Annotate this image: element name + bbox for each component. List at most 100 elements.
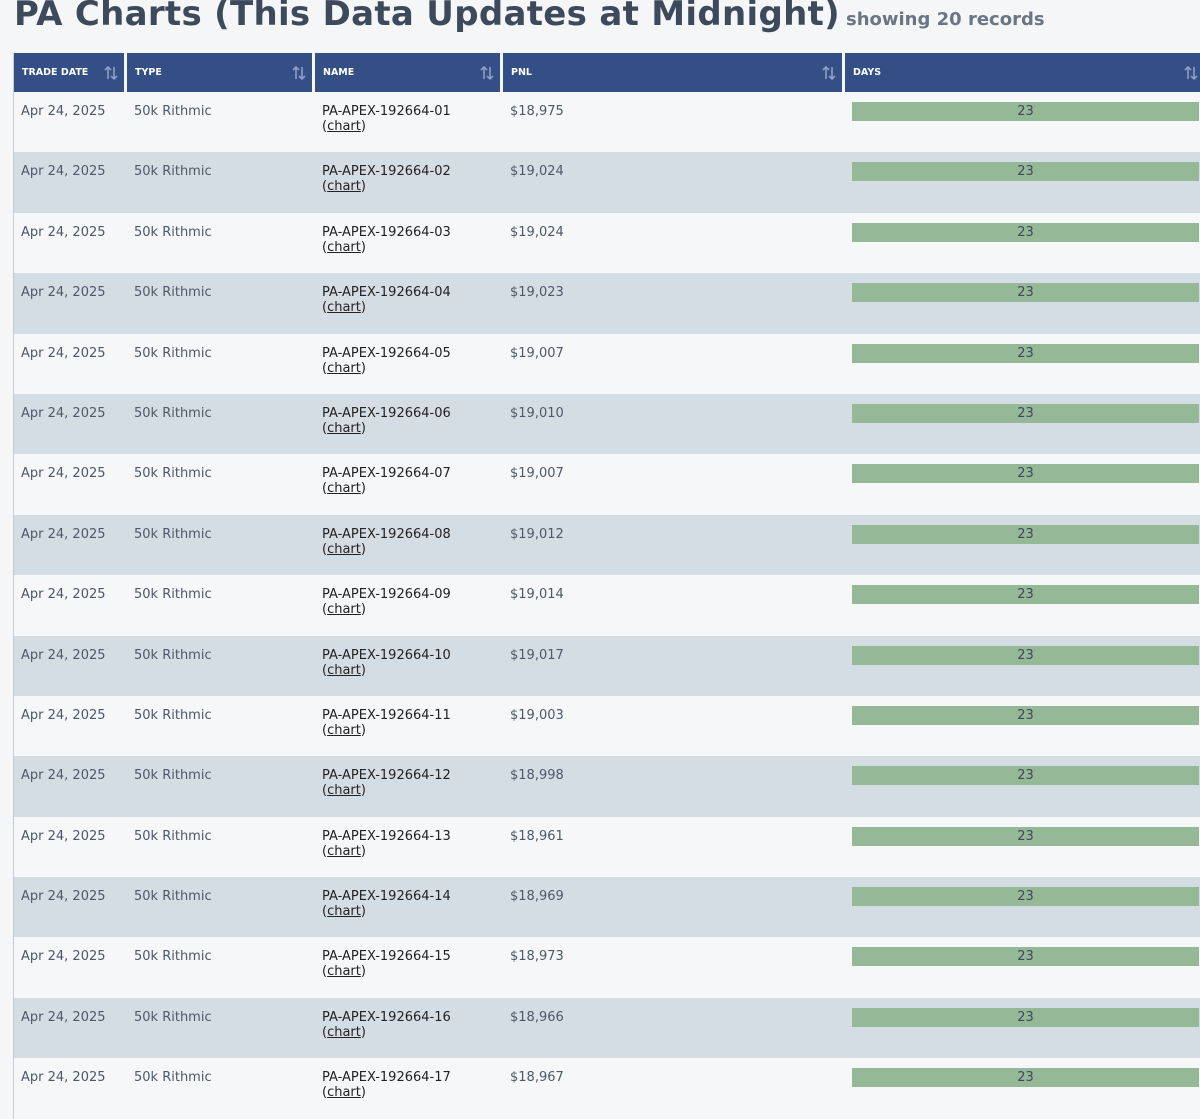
- days-bar: 23: [852, 1068, 1199, 1088]
- chart-link[interactable]: chart: [327, 662, 361, 678]
- paren: ): [360, 239, 366, 255]
- type: 50k Rithmic: [127, 997, 315, 1059]
- name-cell: PA-APEX-192664-04 (chart): [315, 273, 503, 334]
- days-bar: 23: [852, 705, 1199, 725]
- paren: (: [322, 722, 328, 738]
- days-cell: 23: [845, 635, 1200, 696]
- paren: ): [360, 420, 366, 436]
- chart-link-wrap: (chart): [322, 602, 366, 617]
- paren: ): [360, 1085, 366, 1101]
- column-label: DAYS: [853, 67, 882, 78]
- paren: (: [322, 541, 328, 557]
- table-body: Apr 24, 2025 50k Rithmic PA-APEX-192664-01…: [14, 92, 1200, 1119]
- type: 50k Rithmic: [127, 756, 315, 817]
- chart-link-wrap: (chart): [322, 119, 366, 134]
- chart-link[interactable]: chart: [327, 541, 361, 557]
- table-row: Apr 24, 2025 50k Rithmic PA-APEX-192664-10…: [14, 635, 1200, 696]
- trade-date: Apr 24, 2025: [14, 756, 127, 817]
- pnl: $19,007: [503, 454, 845, 515]
- chart-link[interactable]: chart: [327, 904, 361, 920]
- days-cell: 23: [845, 454, 1200, 515]
- record-count: showing 20 records: [845, 9, 1045, 30]
- chart-link[interactable]: chart: [327, 239, 361, 255]
- days-cell: 23: [845, 756, 1200, 817]
- chart-link[interactable]: chart: [327, 964, 361, 980]
- days-cell: 23: [845, 1058, 1200, 1119]
- pnl: $19,017: [503, 635, 845, 696]
- chart-link[interactable]: chart: [327, 722, 361, 738]
- days-bar: 23: [852, 826, 1199, 846]
- chart-link[interactable]: chart: [327, 1085, 361, 1101]
- chart-link[interactable]: chart: [327, 300, 361, 316]
- type: 50k Rithmic: [127, 695, 315, 757]
- table-row: Apr 24, 2025 50k Rithmic PA-APEX-192664-09…: [14, 575, 1200, 636]
- days-cell: 23: [845, 937, 1200, 998]
- pnl: $19,024: [503, 152, 845, 213]
- chart-link[interactable]: chart: [327, 602, 361, 618]
- chart-link-wrap: (chart): [322, 723, 366, 738]
- account-name: PA-APEX-192664-17: [322, 1070, 451, 1086]
- chart-link[interactable]: chart: [327, 119, 361, 134]
- chart-link[interactable]: chart: [327, 179, 361, 195]
- days-bar: 23: [852, 524, 1199, 544]
- pnl: $18,961: [503, 816, 845, 878]
- chart-link-wrap: (chart): [322, 179, 366, 194]
- chart-link[interactable]: chart: [327, 481, 361, 497]
- chart-link[interactable]: chart: [327, 843, 361, 859]
- column-header[interactable]: TYPE: [127, 53, 315, 92]
- trade-date: Apr 24, 2025: [14, 937, 127, 998]
- days-cell: 23: [845, 695, 1200, 757]
- chart-link-wrap: (chart): [322, 421, 366, 436]
- days-cell: 23: [845, 333, 1200, 394]
- paren: (: [322, 964, 328, 980]
- table-row: Apr 24, 2025 50k Rithmic PA-APEX-192664-11…: [14, 695, 1200, 757]
- account-name: PA-APEX-192664-01: [322, 104, 451, 119]
- chart-link-wrap: (chart): [322, 1025, 366, 1040]
- page-title: PA Charts (This Data Updates at Midnight…: [14, 0, 840, 34]
- paren: (: [322, 1085, 328, 1101]
- chart-link[interactable]: chart: [327, 420, 361, 436]
- days-cell: 23: [845, 273, 1200, 334]
- column-header[interactable]: PNL: [503, 53, 845, 92]
- chart-link-wrap: (chart): [322, 240, 366, 255]
- column-header[interactable]: DAYS: [845, 53, 1200, 92]
- name-cell: PA-APEX-192664-05 (chart): [315, 333, 503, 394]
- name-cell: PA-APEX-192664-16 (chart): [315, 997, 503, 1059]
- paren: ): [360, 179, 366, 195]
- chart-link[interactable]: chart: [327, 783, 361, 799]
- paren: ): [360, 360, 366, 376]
- paren: (: [322, 300, 328, 316]
- chart-link-wrap: (chart): [322, 481, 366, 496]
- days-cell: 23: [845, 514, 1200, 576]
- name-cell: PA-APEX-192664-10 (chart): [315, 635, 503, 696]
- account-name: PA-APEX-192664-15: [322, 949, 451, 965]
- type: 50k Rithmic: [127, 816, 315, 878]
- table-row: Apr 24, 2025 50k Rithmic PA-APEX-192664-14…: [14, 877, 1200, 938]
- paren: ): [360, 843, 366, 859]
- paren: ): [360, 119, 366, 134]
- pnl: $18,975: [503, 92, 845, 153]
- name-cell: PA-APEX-192664-14 (chart): [315, 877, 503, 938]
- column-header[interactable]: NAME: [315, 53, 503, 92]
- sort-icon: [292, 65, 306, 81]
- days-bar: 23: [852, 766, 1199, 786]
- pnl: $19,003: [503, 695, 845, 757]
- type: 50k Rithmic: [127, 212, 315, 274]
- header-row: TRADE DATE TYPE NAME PNL DAYS: [14, 53, 1200, 92]
- chart-link-wrap: (chart): [322, 904, 366, 919]
- table-row: Apr 24, 2025 50k Rithmic PA-APEX-192664-05…: [14, 333, 1200, 394]
- pnl: $18,998: [503, 756, 845, 817]
- type: 50k Rithmic: [127, 92, 315, 153]
- name-cell: PA-APEX-192664-12 (chart): [315, 756, 503, 817]
- chart-link[interactable]: chart: [327, 1024, 361, 1040]
- days-bar: 23: [852, 645, 1199, 665]
- pnl: $18,969: [503, 877, 845, 938]
- name-cell: PA-APEX-192664-17 (chart): [315, 1058, 503, 1119]
- name-cell: PA-APEX-192664-11 (chart): [315, 695, 503, 757]
- table-row: Apr 24, 2025 50k Rithmic PA-APEX-192664-01…: [14, 92, 1200, 153]
- column-header[interactable]: TRADE DATE: [14, 53, 127, 92]
- days-bar: 23: [852, 1007, 1199, 1027]
- chart-link[interactable]: chart: [327, 360, 361, 376]
- table-row: Apr 24, 2025 50k Rithmic PA-APEX-192664-17…: [14, 1058, 1200, 1119]
